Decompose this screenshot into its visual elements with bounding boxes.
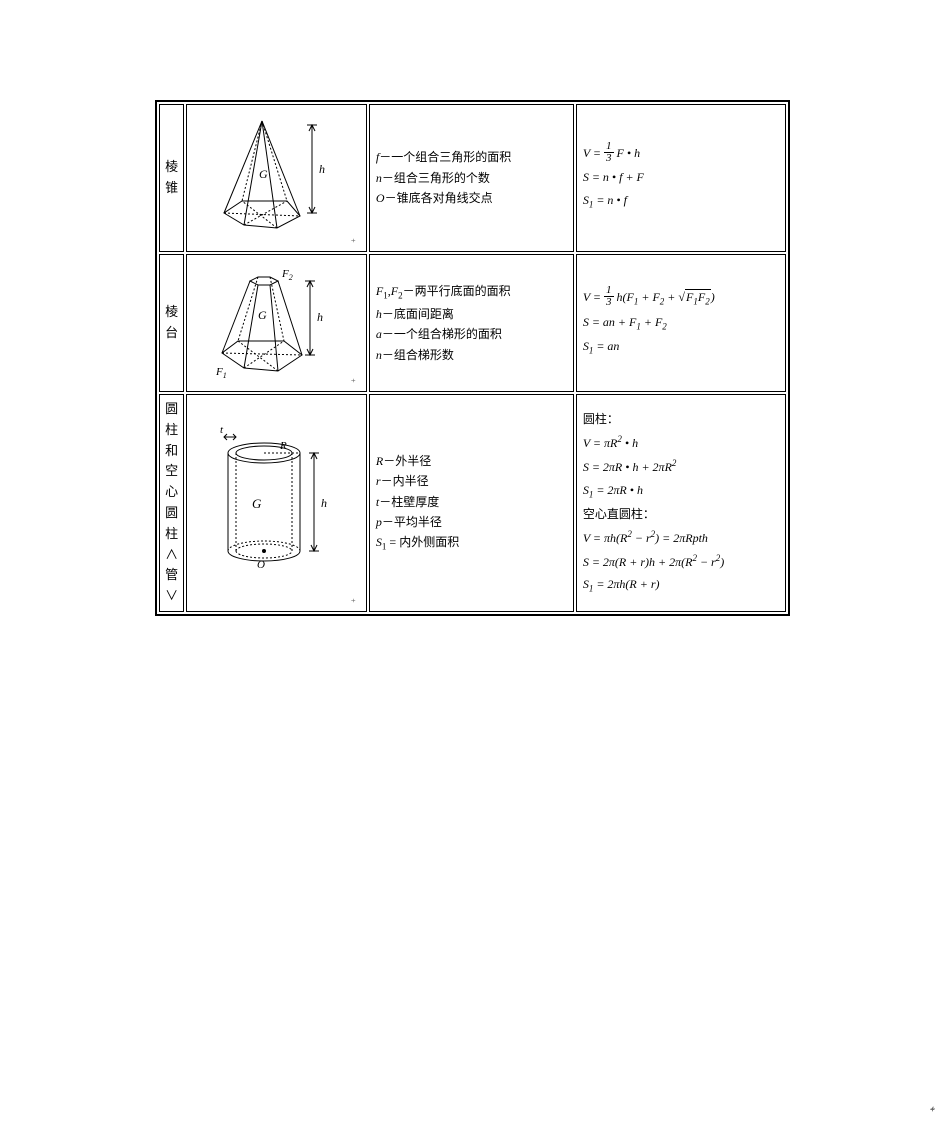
cylinder-diagram: t R G O h bbox=[202, 423, 352, 583]
svg-text:R: R bbox=[279, 440, 287, 452]
desc-line: R－外半径 bbox=[376, 451, 567, 471]
diagram-cell: F2 F1 G h ₊ bbox=[186, 254, 367, 392]
formula-line: V = 13 h(F1 + F2 + F1F2) bbox=[583, 286, 779, 310]
corner-mark: ₊ bbox=[930, 1098, 935, 1117]
formula-line: S = 2π(R + r)h + 2π(R2 − r2) bbox=[583, 550, 779, 574]
formula-cell: 圆柱： V = πR2 • h S = 2πR • h + 2πR2 S1 = … bbox=[576, 394, 786, 612]
formula-cell: V = 13 F • h S = n • f + F S1 = n • f ₊ bbox=[576, 104, 786, 252]
svg-text:F2: F2 bbox=[281, 268, 293, 282]
formula-cell: V = 13 h(F1 + F2 + F1F2) S = an + F1 + F… bbox=[576, 254, 786, 392]
svg-text:h: h bbox=[321, 496, 327, 510]
desc-line: h－底面间距离 bbox=[376, 304, 567, 324]
desc-line: S1 = 内外侧面积 bbox=[376, 532, 567, 555]
svg-text:h: h bbox=[319, 162, 325, 176]
formula-line: S = an + F1 + F2 bbox=[583, 311, 779, 335]
formula-line: S1 = 2πh(R + r) bbox=[583, 573, 779, 597]
corner-mark: ₊ bbox=[351, 594, 356, 605]
corner-mark: ₊ bbox=[351, 234, 356, 245]
frustum-diagram: F2 F1 G h bbox=[202, 263, 352, 383]
desc-line: f－一个组合三角形的面积 bbox=[376, 147, 567, 167]
svg-text:O: O bbox=[257, 559, 265, 571]
page-container: 棱锥 bbox=[0, 0, 945, 616]
desc-line: r－内半径 bbox=[376, 471, 567, 491]
desc-line: p－平均半径 bbox=[376, 512, 567, 532]
desc-line: a－一个组合梯形的面积 bbox=[376, 324, 567, 344]
diagram-cell: t R G O h ₊ bbox=[186, 394, 367, 612]
formula-line: V = πR2 • h bbox=[583, 431, 779, 455]
table-row: 棱锥 bbox=[159, 104, 786, 252]
formula-line: S1 = 2πR • h bbox=[583, 479, 779, 503]
svg-text:G: G bbox=[258, 308, 267, 322]
desc-cell: R－外半径 r－内半径 t－柱壁厚度 p－平均半径 S1 = 内外侧面积 ₊ bbox=[369, 394, 574, 612]
label-text: 圆柱和空心圆柱∧管∨ bbox=[165, 401, 178, 603]
formula-header: 空心直圆柱： bbox=[583, 503, 779, 526]
svg-text:h: h bbox=[317, 310, 323, 324]
formula-line: S1 = n • f bbox=[583, 189, 779, 213]
row-label: 圆柱和空心圆柱∧管∨ bbox=[159, 394, 184, 612]
formula-line: V = 13 F • h bbox=[583, 142, 779, 166]
corner-mark: ₊ bbox=[351, 374, 356, 385]
formula-line: S = 2πR • h + 2πR2 bbox=[583, 455, 779, 479]
formula-line: S = n • f + F bbox=[583, 166, 779, 189]
desc-line: F1,F2－两平行底面的面积 bbox=[376, 281, 567, 304]
svg-text:F1: F1 bbox=[215, 366, 227, 380]
label-text: 棱锥 bbox=[165, 159, 178, 195]
table-row: 棱台 bbox=[159, 254, 786, 392]
pyramid-diagram: G h bbox=[202, 113, 352, 243]
svg-text:G: G bbox=[259, 167, 268, 181]
desc-cell: f－一个组合三角形的面积 n－组合三角形的个数 O－锥底各对角线交点 ₊ bbox=[369, 104, 574, 252]
row-label: 棱台 bbox=[159, 254, 184, 392]
formula-header: 圆柱： bbox=[583, 408, 779, 431]
svg-text:t: t bbox=[220, 424, 224, 436]
desc-line: O－锥底各对角线交点 bbox=[376, 188, 567, 208]
desc-line: t－柱壁厚度 bbox=[376, 492, 567, 512]
row-label: 棱锥 bbox=[159, 104, 184, 252]
label-text: 棱台 bbox=[165, 304, 178, 340]
diagram-cell: G h ₊ bbox=[186, 104, 367, 252]
table-row: 圆柱和空心圆柱∧管∨ bbox=[159, 394, 786, 612]
formula-line: V = πh(R2 − r2) = 2πRpth bbox=[583, 526, 779, 550]
desc-line: n－组合梯形数 bbox=[376, 345, 567, 365]
geometry-table: 棱锥 bbox=[155, 100, 790, 616]
formula-line: S1 = an bbox=[583, 335, 779, 359]
desc-line: n－组合三角形的个数 bbox=[376, 168, 567, 188]
desc-cell: F1,F2－两平行底面的面积 h－底面间距离 a－一个组合梯形的面积 n－组合梯… bbox=[369, 254, 574, 392]
svg-text:G: G bbox=[252, 496, 262, 511]
